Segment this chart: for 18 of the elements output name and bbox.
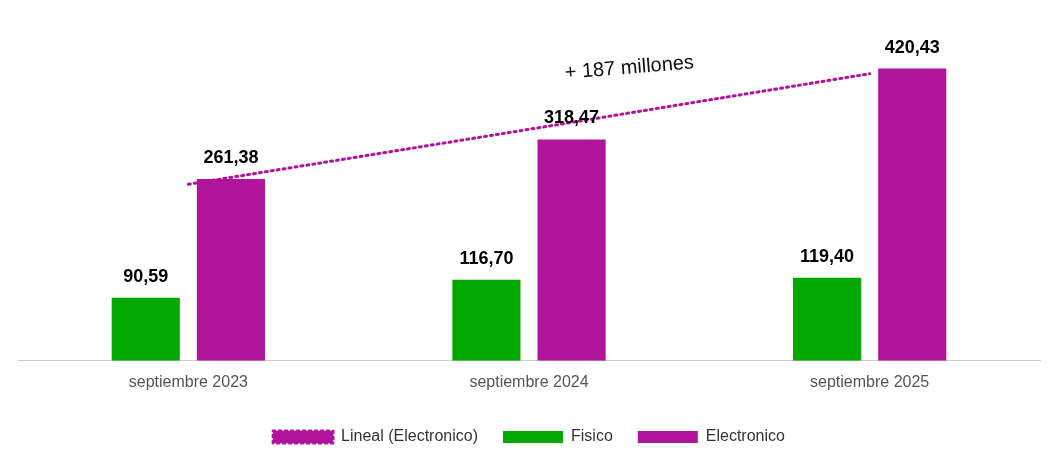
bar bbox=[111, 297, 180, 361]
bar bbox=[793, 277, 862, 361]
legend-label: Fisico bbox=[571, 427, 613, 445]
bar bbox=[537, 139, 606, 361]
data-label: 116,70 bbox=[459, 247, 514, 268]
bar bbox=[452, 279, 521, 361]
legend-label: Lineal (Electronico) bbox=[341, 427, 479, 445]
x-tick-label: septiembre 2024 bbox=[469, 372, 589, 390]
x-tick-label: septiembre 2023 bbox=[128, 372, 249, 390]
annotation: + 187 millones bbox=[563, 50, 695, 83]
data-label: 261,38 bbox=[203, 147, 259, 168]
data-label: 90,59 bbox=[123, 265, 169, 286]
legend-label: Electronico bbox=[705, 427, 786, 445]
data-label: 318,47 bbox=[544, 107, 600, 128]
data-label: 420,43 bbox=[884, 36, 940, 57]
bar bbox=[878, 68, 947, 361]
x-tick-label: septiembre 2025 bbox=[810, 372, 930, 390]
data-label: 119,40 bbox=[800, 245, 855, 266]
